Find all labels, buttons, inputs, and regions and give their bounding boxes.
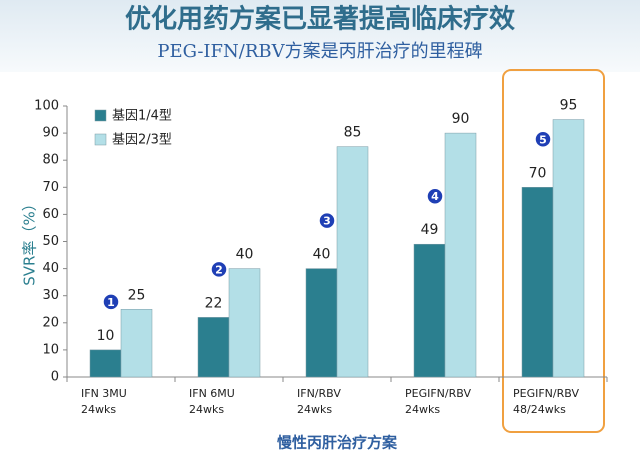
x-tick-label: PEGIFN/RBV: [405, 387, 471, 400]
annotation-label: 3: [323, 215, 331, 228]
value-label: 90: [452, 111, 470, 127]
y-tick-label: 30: [42, 288, 59, 303]
value-label: 40: [236, 247, 254, 263]
y-tick-label: 20: [42, 315, 59, 330]
bar: [521, 187, 554, 378]
value-label: 70: [529, 165, 547, 181]
chart-title: 优化用药方案已显著提高临床疗效: [125, 4, 515, 35]
legend-label: 基因2/3型: [112, 133, 172, 148]
value-label: 10: [97, 328, 115, 344]
bar: [120, 309, 153, 378]
bar: [228, 268, 261, 378]
x-tick-label: 24wks: [81, 403, 116, 416]
value-label: 49: [421, 222, 439, 238]
legend-swatch: [94, 109, 107, 122]
y-tick-label: 70: [42, 180, 59, 195]
y-tick-label: 90: [42, 126, 59, 141]
annotation-label: 5: [539, 133, 547, 146]
x-tick-label: 24wks: [189, 403, 224, 416]
legend-swatch: [94, 133, 107, 146]
bar: [89, 349, 122, 378]
y-tick-label: 50: [42, 234, 59, 249]
y-axis-label: SVR率（%）: [21, 196, 39, 285]
annotation-label: 4: [431, 190, 439, 203]
annotation-badge: [102, 293, 120, 311]
annotation-label: 1: [107, 296, 115, 309]
bar: [197, 317, 230, 378]
annotation-badge: [210, 260, 228, 279]
y-tick-label: 100: [34, 99, 59, 114]
annotation-badge: [318, 211, 336, 230]
x-tick-label: 48/24wks: [513, 403, 566, 416]
y-tick-label: 40: [42, 261, 59, 276]
value-label: 22: [205, 295, 223, 311]
x-tick-label: PEGIFN/RBV: [513, 387, 579, 400]
y-tick-label: 80: [42, 153, 59, 168]
bar: [413, 243, 446, 378]
value-label: 25: [128, 287, 146, 303]
x-tick-label: IFN 6MU: [189, 387, 235, 400]
y-tick-label: 60: [42, 207, 59, 222]
highlight-box: [502, 69, 605, 433]
annotation-label: 2: [215, 263, 223, 276]
header-band: [0, 0, 640, 72]
bar: [336, 146, 369, 378]
x-tick-label: IFN/RBV: [297, 387, 341, 400]
bar: [305, 268, 338, 378]
y-tick-label: 0: [51, 370, 59, 385]
annotation-badge: [534, 130, 552, 149]
value-label: 95: [560, 98, 578, 114]
x-tick-label: 24wks: [405, 403, 440, 416]
value-label: 85: [344, 125, 362, 141]
bar: [444, 132, 477, 378]
x-axis-label: 慢性丙肝治疗方案: [277, 434, 398, 452]
chart-subtitle: PEG-IFN/RBV方案是丙肝治疗的里程碑: [157, 41, 482, 62]
value-label: 40: [313, 247, 331, 263]
x-tick-label: 24wks: [297, 403, 332, 416]
x-tick-label: IFN 3MU: [81, 387, 127, 400]
annotation-badge: [426, 187, 444, 205]
legend-label: 基因1/4型: [112, 109, 172, 124]
y-tick-label: 10: [42, 342, 59, 357]
bar: [552, 119, 585, 378]
